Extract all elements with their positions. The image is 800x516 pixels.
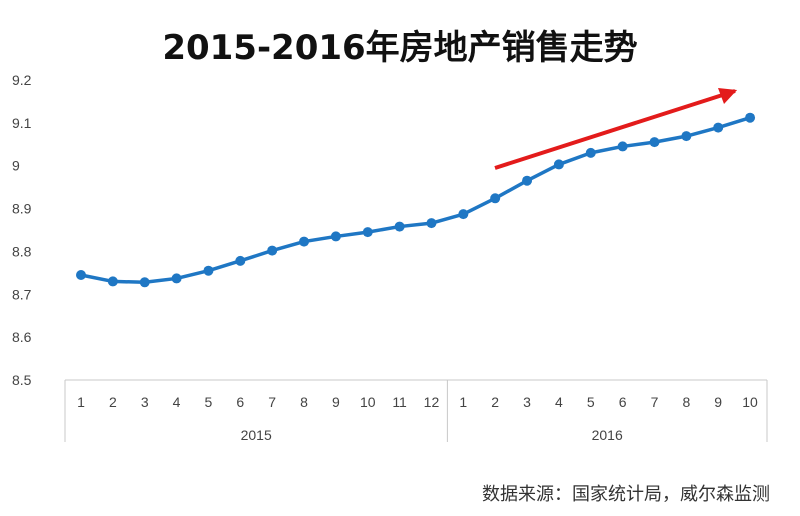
y-axis-labels: 9.2 9.1 9 8.9 8.8 8.7 8.6 8.5	[12, 72, 32, 388]
data-point	[171, 273, 182, 284]
x-group-label: 2015	[241, 427, 272, 443]
data-point	[362, 227, 373, 238]
data-point	[745, 112, 756, 123]
data-point	[330, 231, 341, 242]
x-tick-label: 11	[392, 394, 407, 410]
data-point	[458, 209, 469, 220]
data-point	[713, 122, 724, 133]
x-tick-label: 5	[205, 394, 213, 410]
x-tick-label: 7	[651, 394, 659, 410]
data-point	[203, 265, 214, 276]
x-tick-label: 9	[332, 394, 340, 410]
x-tick-label: 6	[619, 394, 627, 410]
data-point	[267, 245, 278, 256]
data-point	[394, 221, 405, 232]
x-tick-label: 6	[236, 394, 244, 410]
data-point	[522, 175, 533, 186]
x-tick-label: 9	[714, 394, 722, 410]
x-tick-label: 4	[173, 394, 181, 410]
y-tick-label: 8.9	[12, 201, 32, 217]
data-point	[490, 193, 501, 204]
x-tick-label: 3	[523, 394, 531, 410]
series-line	[76, 112, 756, 288]
data-point	[617, 141, 628, 152]
y-tick-label: 9.1	[12, 115, 32, 131]
series-path	[80, 116, 751, 285]
data-point	[139, 277, 150, 288]
source-note: 数据来源：国家统计局，威尔森监测	[482, 484, 770, 505]
data-point	[426, 218, 437, 229]
y-tick-label: 9	[12, 158, 20, 174]
x-tick-label: 2	[109, 394, 117, 410]
data-point	[76, 270, 86, 280]
x-tick-label: 10	[360, 394, 376, 410]
y-tick-label: 8.7	[12, 286, 32, 302]
y-tick-label: 9.2	[12, 72, 32, 88]
data-point	[681, 131, 692, 142]
x-tick-label: 12	[424, 394, 440, 410]
data-point	[107, 276, 118, 287]
data-point	[649, 137, 660, 148]
y-tick-label: 8.6	[12, 329, 32, 345]
x-tick-label: 7	[268, 394, 276, 410]
chart-title: 2015-2016年房地产销售走势	[162, 28, 638, 68]
x-tick-label: 2	[491, 394, 499, 410]
x-tick-label: 5	[587, 394, 595, 410]
y-tick-label: 8.5	[12, 372, 32, 388]
x-tick-label: 10	[742, 394, 758, 410]
data-point	[585, 147, 596, 158]
trend-arrow-line	[494, 89, 737, 170]
x-tick-label: 4	[555, 394, 563, 410]
trend-arrow	[494, 88, 737, 170]
data-point	[299, 236, 310, 247]
data-point	[553, 159, 564, 170]
trend-arrow-head	[718, 88, 737, 104]
x-group-label: 2016	[592, 427, 623, 443]
data-point	[235, 255, 246, 266]
x-tick-label: 1	[459, 394, 467, 410]
x-tick-label: 8	[300, 394, 308, 410]
x-tick-label: 8	[682, 394, 690, 410]
x-tick-label: 1	[77, 394, 85, 410]
y-tick-label: 8.8	[12, 243, 32, 259]
x-tick-label: 3	[141, 394, 149, 410]
